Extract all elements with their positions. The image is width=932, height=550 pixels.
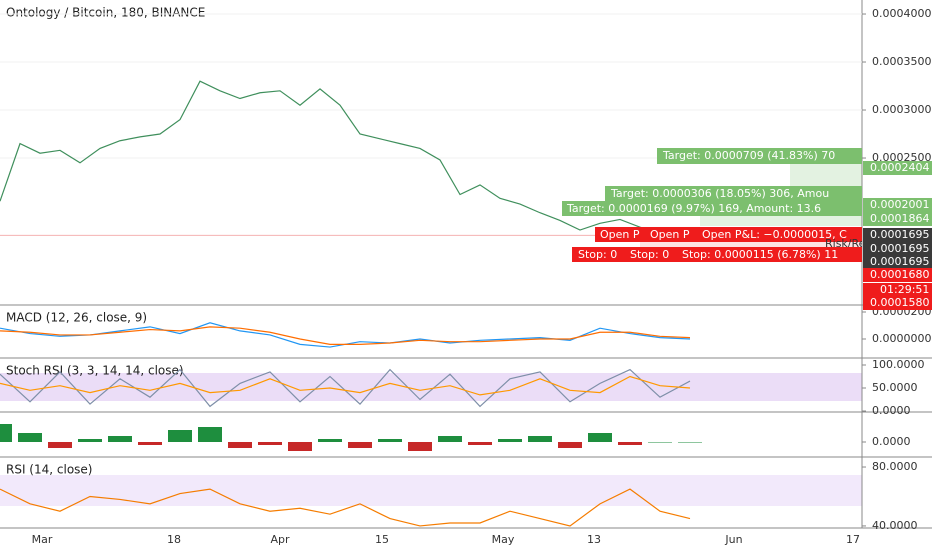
- price-tag-label: 01:29:51: [880, 283, 929, 296]
- target-label: Target: 0.0000709 (41.83%) 70: [662, 149, 835, 162]
- histogram-bar: [18, 433, 42, 442]
- histogram-bar: [228, 442, 252, 448]
- price-tag-label: 0.0001695: [870, 255, 930, 268]
- price-tag: [863, 283, 932, 297]
- series-line: [0, 80, 681, 236]
- pane-title: RSI (14, close): [6, 463, 92, 477]
- y-tick-label: 0.0000: [872, 435, 911, 448]
- price-tag: [863, 228, 932, 242]
- x-tick-label: 18: [167, 533, 181, 546]
- stop-label: Stop: 0.0000115 (6.78%) 11: [682, 248, 838, 261]
- y-tick-label: 80.0000: [872, 460, 918, 473]
- histogram-bar: [288, 442, 312, 451]
- target-label: Target: 0.0000306 (18.05%) 306, Amou: [610, 187, 829, 200]
- histogram-bar: [258, 442, 282, 445]
- histogram-bar: [348, 442, 372, 448]
- histogram-bar: [198, 427, 222, 442]
- y-tick-label: 0.0003500: [872, 55, 932, 68]
- x-tick-label: May: [492, 533, 515, 546]
- y-tick-label: 100.0000: [872, 358, 925, 371]
- histogram-bar: [678, 442, 702, 443]
- y-tick-label: 0.0000: [872, 404, 911, 417]
- open-pl-label: Open P: [650, 228, 690, 241]
- histogram-bar: [558, 442, 582, 448]
- histogram-bar: [408, 442, 432, 451]
- y-tick-label: 0.0003000: [872, 103, 932, 116]
- x-tick-label: 13: [587, 533, 601, 546]
- pane-title: Ontology / Bitcoin, 180, BINANCE: [6, 6, 205, 20]
- histogram-bar: [618, 442, 642, 445]
- x-tick-label: Mar: [32, 533, 53, 546]
- histogram-bar: [78, 439, 102, 442]
- series-line: [0, 488, 691, 527]
- price-tag-label: 0.0001680: [870, 268, 930, 281]
- open-pl-label: Open P: [600, 228, 640, 241]
- pane-title: MACD (12, 26, close, 9): [6, 311, 147, 325]
- histogram-bar: [528, 436, 552, 442]
- histogram-bar: [648, 442, 672, 443]
- price-tag-label: 0.0001695: [870, 242, 930, 255]
- histogram-bar: [48, 442, 72, 448]
- price-tag: [863, 198, 932, 212]
- price-tag: [863, 268, 932, 282]
- price-tag-label: 0.0002404: [870, 161, 930, 174]
- y-tick-label: 0.0004000: [872, 7, 932, 20]
- histogram-bar: [588, 433, 612, 442]
- histogram-bar: [438, 436, 462, 442]
- price-tag-label: 0.0002001: [870, 198, 930, 211]
- x-tick-label: Jun: [724, 533, 742, 546]
- y-tick-label: 0.0000000: [872, 332, 932, 345]
- price-tag-label: 0.0001580: [870, 296, 930, 309]
- stop-label: Stop: 0: [578, 248, 617, 261]
- price-tag-label: 0.0001695: [870, 228, 930, 241]
- histogram-bar: [0, 424, 12, 442]
- pane-title: Stoch RSI (3, 3, 14, 14, close): [6, 364, 184, 378]
- histogram-bar: [468, 442, 492, 445]
- price-tag: [863, 296, 932, 310]
- price-tag: [863, 212, 932, 226]
- stop-label: Stop: 0: [630, 248, 669, 261]
- price-tag-label: 0.0001864: [870, 212, 930, 225]
- y-tick-label: 40.0000: [872, 519, 918, 532]
- histogram-bar: [318, 439, 342, 442]
- trade-overlay: Target: 0.0000709 (41.83%) 70 Target: 0.…: [562, 148, 928, 262]
- price-tag: [863, 161, 932, 175]
- histogram-bar: [378, 439, 402, 442]
- x-tick-label: 15: [375, 533, 389, 546]
- series-line: [0, 375, 691, 396]
- histogram-bar: [108, 436, 132, 442]
- histogram-bar: [498, 439, 522, 442]
- histogram-bar: [138, 442, 162, 445]
- x-tick-label: 17: [846, 533, 860, 546]
- price-tag: [863, 255, 932, 269]
- x-tick-label: Apr: [270, 533, 290, 546]
- price-tag: [863, 242, 932, 256]
- y-tick-label: 0.0002500: [872, 151, 932, 164]
- series-line: [0, 326, 691, 345]
- risk-reward-label: Risk/Reward Ratio:: [825, 237, 928, 250]
- target-label: Target: 0.0000169 (9.97%) 169, Amount: 1…: [566, 202, 821, 215]
- histogram-bar: [168, 430, 192, 442]
- open-pl-label: Open P&L: −0.0000015, C: [702, 228, 847, 241]
- y-tick-label: 50.0000: [872, 381, 918, 394]
